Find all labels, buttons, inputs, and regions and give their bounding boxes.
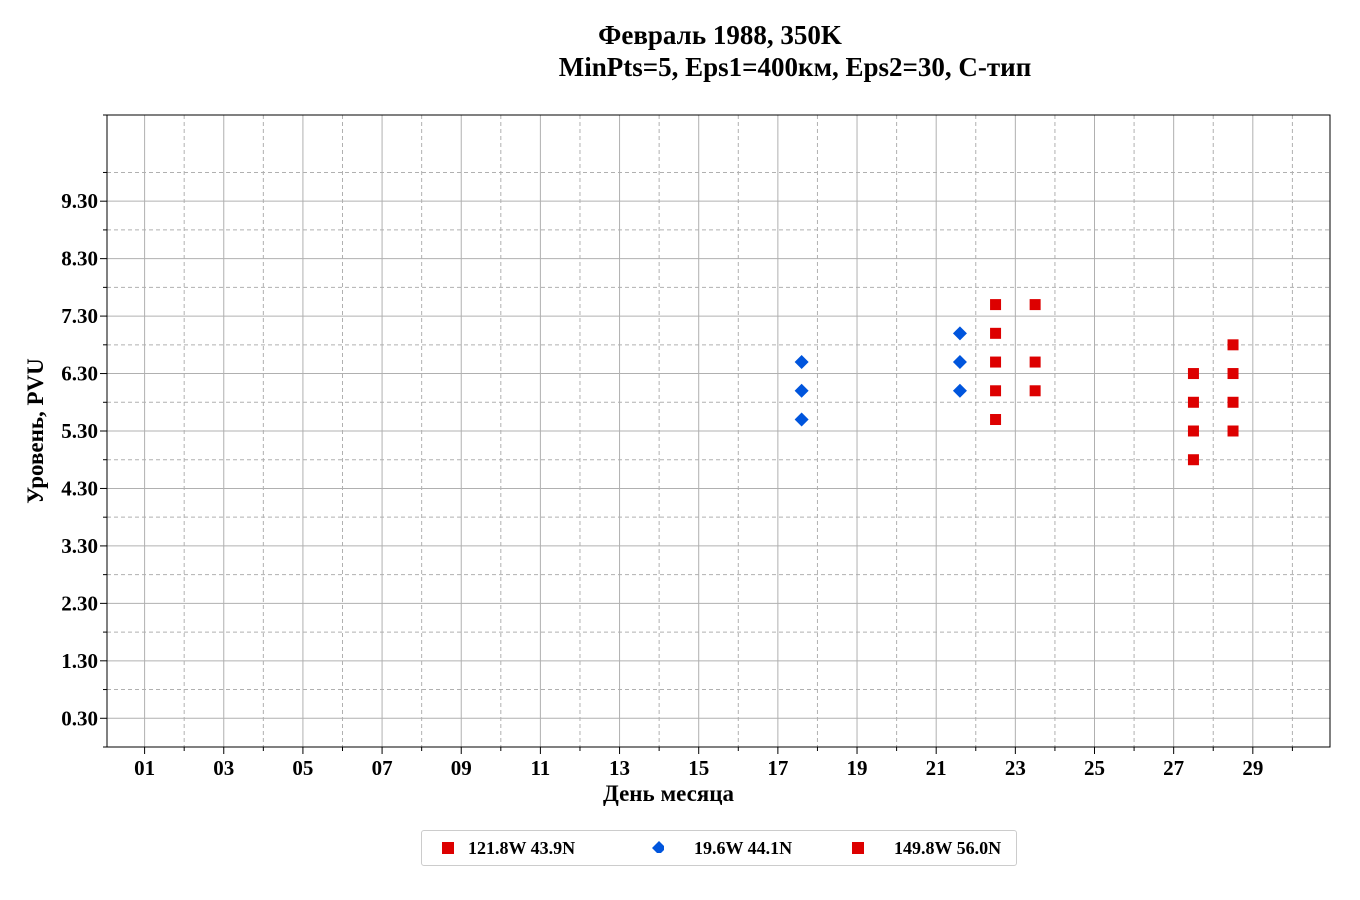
y-tick-label: 4.30	[61, 476, 98, 500]
data-point-square	[1187, 454, 1199, 466]
data-point-square	[1029, 299, 1041, 311]
data-point-square	[990, 327, 1002, 339]
legend-item-2: 149.8W 56.0N	[852, 831, 1001, 865]
x-axis-label: День месяца	[603, 781, 735, 806]
legend-square-icon	[442, 842, 454, 854]
data-point-square	[990, 356, 1002, 368]
data-point-square	[1227, 425, 1239, 437]
plot-frame	[106, 114, 1331, 748]
data-point-square	[1029, 356, 1041, 368]
x-tick-label: 09	[451, 756, 472, 780]
y-tick-label: 5.30	[61, 419, 98, 443]
legend-item-0: 121.8W 43.9N	[442, 831, 575, 865]
data-point-diamond	[952, 383, 967, 398]
y-tick-label: 6.30	[61, 362, 98, 386]
y-axis-label: Уровень, PVU	[23, 358, 48, 504]
data-point-square	[1029, 385, 1041, 397]
legend-item-1: 19.6W 44.1N	[652, 831, 792, 865]
y-tick-label: 8.30	[61, 247, 98, 271]
x-tick-label: 19	[847, 756, 868, 780]
data-point-square	[990, 414, 1002, 426]
data-point-square	[1227, 396, 1239, 408]
data-point-diamond	[952, 355, 967, 370]
y-tick-label: 7.30	[61, 304, 98, 328]
y-tick-label: 3.30	[61, 534, 98, 558]
y-tick-label: 2.30	[61, 591, 98, 615]
data-point-diamond	[794, 412, 809, 427]
legend: 121.8W 43.9N 19.6W 44.1N 149.8W 56.0N	[421, 830, 1017, 866]
x-tick-label: 21	[926, 756, 947, 780]
data-point-square	[1227, 368, 1239, 380]
legend-label: 19.6W 44.1N	[694, 837, 793, 858]
y-tick-label: 0.30	[61, 706, 98, 730]
x-tick-label: 03	[213, 756, 234, 780]
data-point-diamond	[794, 383, 809, 398]
x-tick-label: 05	[292, 756, 313, 780]
legend-label: 121.8W 43.9N	[468, 837, 576, 858]
x-tick-label: 17	[767, 756, 788, 780]
x-tick-label: 23	[1005, 756, 1026, 780]
y-tick-label: 1.30	[61, 649, 98, 673]
chart-title: Февраль 1988, 350K	[598, 20, 842, 50]
data-point-square	[1187, 368, 1199, 380]
x-tick-label: 07	[372, 756, 393, 780]
data-point-diamond	[952, 326, 967, 341]
legend-diamond-icon	[652, 841, 664, 853]
x-tick-label: 15	[688, 756, 709, 780]
x-tick-label: 01	[134, 756, 155, 780]
data-point-square	[1227, 339, 1239, 351]
data-point-square	[1187, 396, 1199, 408]
legend-square-icon	[852, 842, 864, 854]
chart-subtitle: MinPts=5, Eps1=400км, Eps2=30, C-тип	[558, 52, 1032, 82]
data-point-square	[990, 299, 1002, 311]
x-tick-label: 25	[1084, 756, 1105, 780]
data-point-square	[990, 385, 1002, 397]
legend-label: 149.8W 56.0N	[894, 837, 1002, 858]
y-tick-label: 9.30	[61, 189, 98, 213]
x-tick-label: 27	[1163, 756, 1184, 780]
data-point-square	[1187, 425, 1199, 437]
data-point-diamond	[794, 355, 809, 370]
x-tick-label: 11	[530, 756, 550, 780]
x-tick-label: 29	[1242, 756, 1263, 780]
x-tick-label: 13	[609, 756, 630, 780]
